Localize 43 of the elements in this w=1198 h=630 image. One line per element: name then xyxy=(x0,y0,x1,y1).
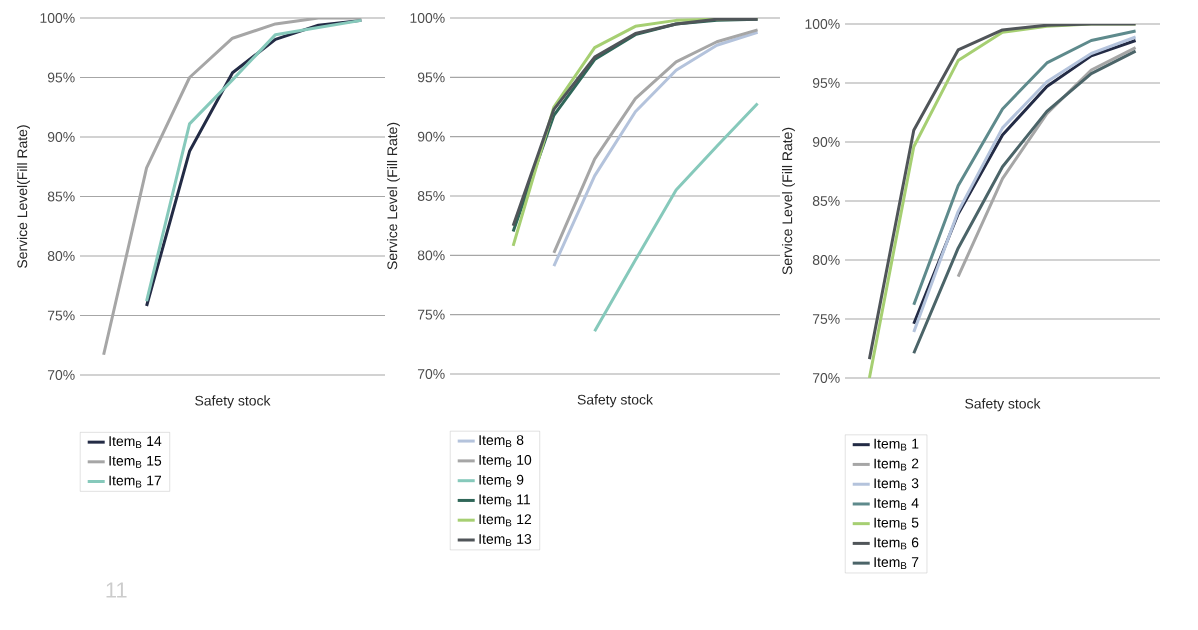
y-tick-label: 95% xyxy=(812,78,840,88)
legend-label: Item$_{B}$ 8 xyxy=(479,435,524,448)
y-tick-label: 80% xyxy=(47,251,75,261)
y-tick-label: 95% xyxy=(417,72,445,83)
x-axis-title: Safety stock xyxy=(195,395,271,409)
y-tick-label: 75% xyxy=(812,314,840,324)
y-tick-label: 100% xyxy=(40,13,75,23)
legend-label: Item$_{B}$ 11 xyxy=(479,494,531,507)
y-tick-label: 90% xyxy=(812,137,840,147)
y-tick-label: 85% xyxy=(417,191,445,201)
y-axis-title: Service Level(Fill Rate) xyxy=(16,125,30,268)
y-tick-label: 70% xyxy=(812,373,840,383)
x-axis-title: Safety stock xyxy=(577,394,653,408)
y-tick-label: 90% xyxy=(417,131,445,142)
legend-label: Item$_{B}$ 6 xyxy=(874,537,919,550)
legend-label: Item$_{B}$ 3 xyxy=(874,478,919,491)
y-tick-label: 85% xyxy=(47,191,75,202)
legend-label: Item$_{B}$ 13 xyxy=(479,534,532,546)
y-tick-label: 75% xyxy=(47,310,75,321)
y-tick-label: 80% xyxy=(417,250,445,261)
legend-label: Item$_{B}$ 12 xyxy=(479,514,532,527)
y-tick-label: 95% xyxy=(47,72,75,83)
y-tick-label: 100% xyxy=(410,13,445,23)
legend-label: Item$_{B}$ 17 xyxy=(109,475,162,488)
legend-label: Item$_{B}$ 10 xyxy=(479,454,532,467)
legend-label: Item$_{B}$ 7 xyxy=(874,557,919,570)
legend-label: Item$_{B}$ 15 xyxy=(109,455,162,468)
y-tick-label: 85% xyxy=(812,196,840,206)
y-tick-label: 70% xyxy=(417,369,445,379)
y-tick-label: 90% xyxy=(47,132,75,142)
x-axis-title: Safety stock xyxy=(965,398,1041,412)
legend-label: Item$_{B}$ 4 xyxy=(874,498,919,510)
legend-label: Item$_{B}$ 14 xyxy=(109,436,162,449)
y-tick-label: 80% xyxy=(812,255,840,265)
y-tick-label: 100% xyxy=(805,19,840,29)
legend-label: Item$_{B}$ 1 xyxy=(874,438,919,451)
y-tick-label: 75% xyxy=(417,309,445,320)
legend-label: Item$_{B}$ 9 xyxy=(479,474,524,487)
y-axis-title: Service Level (Fill Rate) xyxy=(386,122,400,270)
legend-label: Item$_{B}$ 5 xyxy=(874,517,919,530)
y-tick-label: 70% xyxy=(47,370,75,380)
y-axis-title: Service Level (Fill Rate) xyxy=(781,127,795,275)
legend-label: Item$_{B}$ 2 xyxy=(874,458,919,471)
